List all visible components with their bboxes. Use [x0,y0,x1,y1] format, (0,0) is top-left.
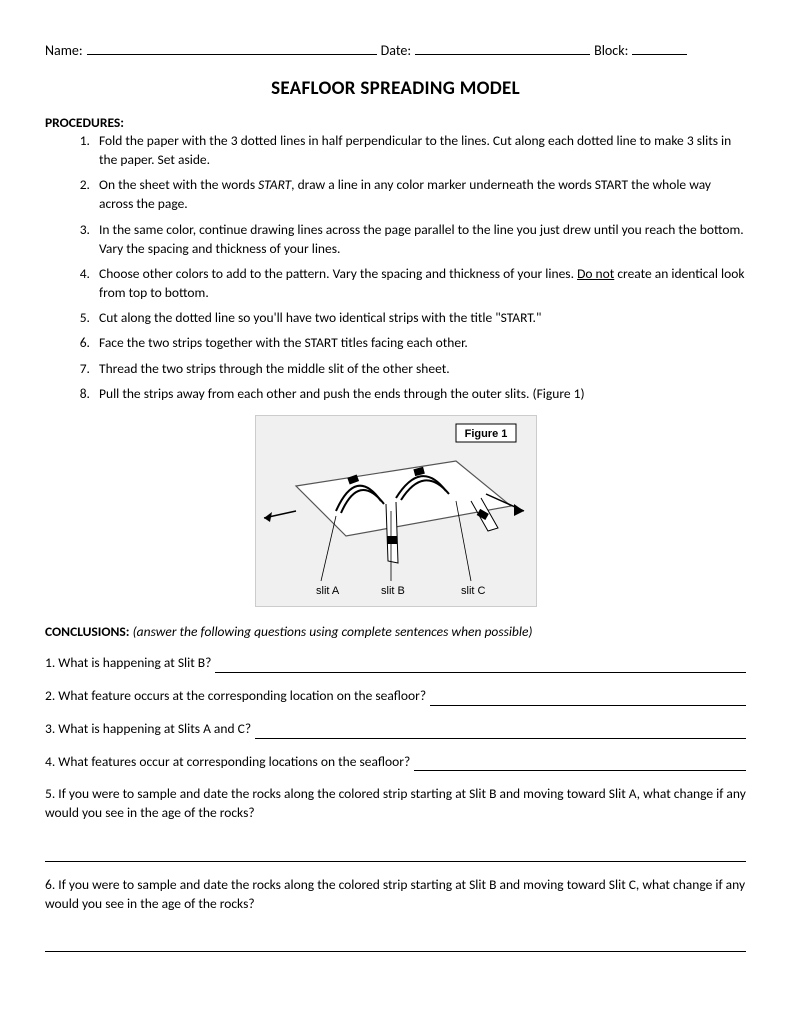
conclusions-section: CONCLUSIONS: (answer the following quest… [45,623,746,952]
date-label: Date: [381,42,411,59]
procedure-item: Cut along the dotted line so you'll have… [93,308,746,327]
procedures-heading: PROCEDURES: [45,114,124,131]
answer-blank-3[interactable] [255,724,746,739]
procedure-item: On the sheet with the words START, draw … [93,175,746,213]
question-5: 5. If you were to sample and date the ro… [45,785,746,823]
question-2: 2. What feature occurs at the correspond… [45,687,746,706]
date-blank[interactable] [415,40,590,55]
procedures-section: PROCEDURES: Fold the paper with the 3 do… [45,114,746,403]
figure-1: Figure 1 slit A slit B slit C [255,415,537,607]
procedure-item: Face the two strips together with the ST… [93,333,746,352]
question-4: 4. What features occur at corresponding … [45,753,746,772]
procedure-item: Pull the strips away from each other and… [93,384,746,403]
block-label: Block: [594,42,628,59]
slit-a-label: slit A [316,585,340,597]
page-title: SEAFLOOR SPREADING MODEL [45,77,746,100]
slit-c-label: slit C [461,585,486,597]
answer-blank-2[interactable] [430,691,746,706]
question-1: 1. What is happening at Slit B? [45,654,746,673]
procedure-item: In the same color, continue drawing line… [93,220,746,258]
figure-label: Figure 1 [464,428,507,440]
procedure-item: Choose other colors to add to the patter… [93,264,746,302]
name-label: Name: [45,42,83,59]
procedure-item: Fold the paper with the 3 dotted lines i… [93,131,746,169]
slit-b-label: slit B [381,585,405,597]
answer-blank-4[interactable] [414,757,746,772]
procedures-list: Fold the paper with the 3 dotted lines i… [45,131,746,403]
conclusions-heading: CONCLUSIONS: [45,623,130,640]
procedure-item: Thread the two strips through the middle… [93,359,746,378]
answer-blank-5[interactable] [45,847,746,862]
answer-blank-1[interactable] [215,658,746,673]
answer-blank-6[interactable] [45,938,746,953]
block-blank[interactable] [632,40,687,55]
question-6: 6. If you were to sample and date the ro… [45,876,746,914]
name-blank[interactable] [87,40,377,55]
header-line: Name: Date: Block: [45,40,746,59]
conclusions-hint: (answer the following questions using co… [133,623,533,640]
question-3: 3. What is happening at Slits A and C? [45,720,746,739]
